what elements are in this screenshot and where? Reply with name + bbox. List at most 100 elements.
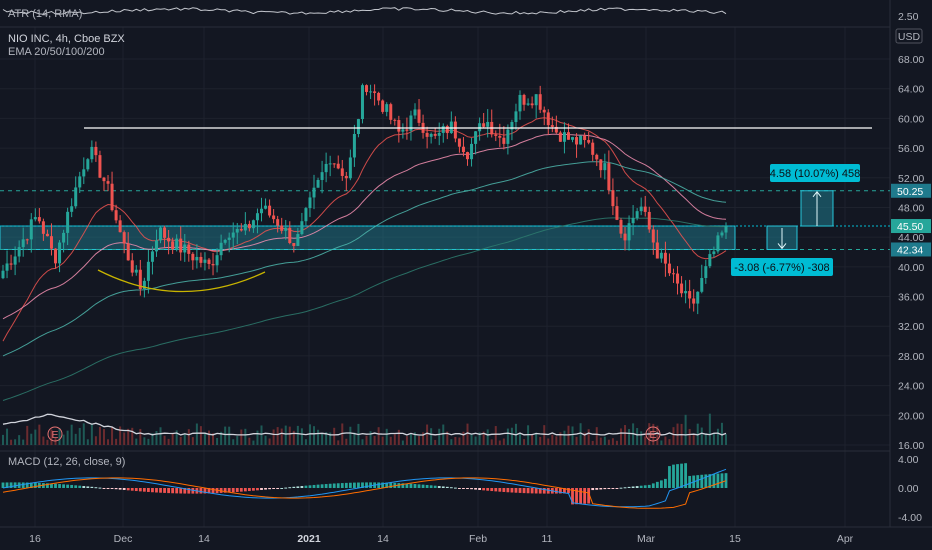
macd-label: MACD (12, 26, close, 9): [8, 456, 125, 468]
candle-body: [98, 155, 102, 178]
candle-body: [328, 163, 332, 165]
volume-bar: [664, 436, 667, 445]
volume-ma-line: [2, 413, 727, 436]
time-tick-label: Dec: [114, 533, 133, 545]
macd-hist-bar: [474, 488, 477, 490]
price-tag-current-bg: [891, 219, 931, 234]
volume-bar: [34, 429, 37, 445]
volume-bar: [660, 440, 663, 445]
volume-bar: [611, 438, 614, 445]
candle-body: [692, 298, 696, 304]
candle-body: [409, 115, 413, 131]
earnings-marker-2[interactable]: E: [645, 426, 661, 442]
volume-bar: [248, 437, 251, 445]
earnings-marker-1[interactable]: E: [47, 426, 63, 442]
macd-hist-bar: [268, 488, 271, 490]
volume-bar: [523, 439, 526, 445]
macd-hist-bar: [425, 484, 429, 488]
candle-body: [211, 263, 215, 266]
volume-bar: [308, 424, 311, 445]
macd-hist-bar: [453, 487, 457, 489]
volume-bar: [26, 425, 29, 445]
volume-bar: [216, 437, 219, 445]
earnings-marker-text: E: [51, 429, 58, 441]
candle-body: [159, 227, 163, 241]
support-zone-box[interactable]: [0, 225, 736, 250]
macd-hist-bar: [66, 484, 70, 488]
volume-bar: [369, 431, 372, 445]
macd-hist-bar: [575, 488, 578, 505]
volume-bar: [300, 428, 303, 445]
short-position-label-bg: [731, 258, 833, 276]
macd-hist-bar: [449, 487, 453, 489]
macd-hist-bar: [623, 487, 627, 489]
candle-body: [538, 94, 542, 110]
price-tag-target-bg: [891, 183, 931, 198]
candle-body: [292, 243, 296, 246]
candle-body: [280, 225, 284, 231]
macd-hist-bar: [316, 484, 320, 488]
macd-pane[interactable]: [1, 463, 728, 509]
candle-body: [150, 251, 154, 262]
macd-hist-bar: [558, 488, 562, 494]
volume-bar: [203, 433, 206, 445]
macd-hist-bar: [668, 466, 671, 488]
atr-pane[interactable]: ATR (14, RMA) 2.50: [2, 7, 919, 23]
macd-hist-bar: [260, 488, 263, 490]
rounding-bottom-arc[interactable]: [97, 269, 266, 293]
candle-body: [393, 119, 397, 121]
candle-body: [231, 232, 235, 238]
candle-body: [437, 132, 441, 136]
macd-hist-bar: [126, 488, 130, 491]
macd-hist-bar: [86, 486, 90, 488]
volume-bar: [361, 439, 364, 445]
candle-body: [276, 219, 280, 226]
candle-body: [344, 175, 348, 179]
candle-body: [191, 253, 195, 261]
long-position-tool[interactable]: 4.58 (10.07%) 458: [770, 164, 861, 227]
candle-body: [134, 269, 138, 273]
time-axis[interactable]: 16 Dec 14 2021 14 Feb 11 Mar 15 Apr: [29, 533, 854, 545]
macd-hist-bar: [50, 483, 53, 488]
macd-hist-bar: [163, 488, 166, 493]
macd-hist-bar: [676, 464, 679, 488]
macd-hist-bar: [82, 486, 86, 488]
macd-tick-label: 0.00: [898, 483, 919, 495]
macd-hist-bar: [114, 488, 118, 490]
macd-hist-bar: [62, 484, 65, 488]
candle-body: [74, 187, 78, 207]
candle-body: [13, 256, 17, 265]
volume-bar: [466, 423, 469, 445]
volume-bar: [559, 432, 562, 445]
short-position-tool[interactable]: -3.08 (-6.77%) -308: [731, 225, 833, 276]
volume-bar: [115, 438, 118, 445]
volume-bar: [195, 423, 198, 445]
volume-bar: [458, 437, 461, 445]
candle-body: [680, 283, 684, 294]
volume-bar: [14, 439, 17, 445]
volume-bar: [280, 428, 283, 445]
volume-bar: [107, 439, 110, 445]
candle-body: [255, 213, 259, 221]
price-tick-label: 40.00: [898, 262, 924, 274]
price-axis[interactable]: 68.00 64.00 60.00 56.00 52.00 48.00 44.00 40.00…: [898, 54, 924, 452]
candle-body: [599, 159, 603, 171]
volume-bar: [74, 433, 77, 445]
candle-body: [352, 134, 356, 158]
macd-hist-bar: [635, 486, 639, 488]
macd-hist-bar: [470, 488, 473, 490]
volume-bar: [640, 431, 643, 445]
macd-hist-bar: [191, 488, 195, 494]
macd-hist-bar: [110, 488, 114, 489]
volume-bar: [94, 436, 97, 445]
candle-body: [126, 243, 130, 261]
macd-hist-bar: [324, 484, 328, 488]
macd-hist-bar: [231, 488, 235, 493]
candle-body: [385, 104, 389, 112]
ema-legend-label: EMA 20/50/100/200: [8, 46, 105, 58]
candle-body: [712, 251, 716, 255]
macd-hist-bar: [256, 488, 259, 491]
currency-badge[interactable]: [895, 28, 923, 44]
candle-body: [373, 91, 377, 93]
